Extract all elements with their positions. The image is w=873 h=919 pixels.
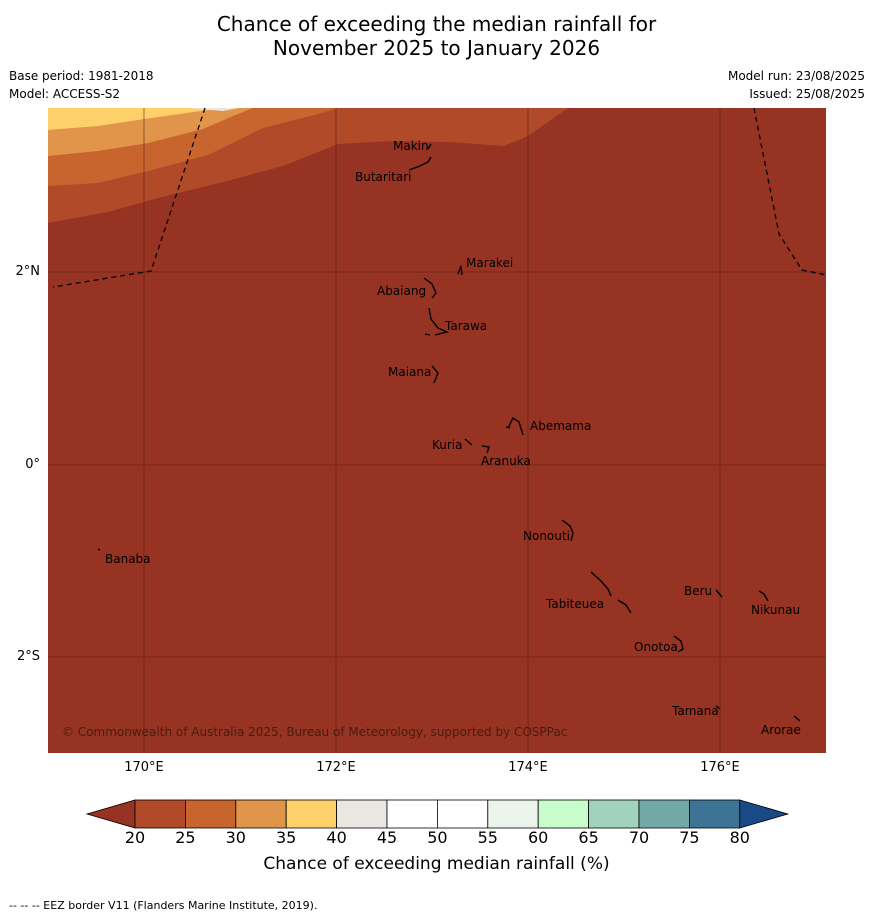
base-period: Base period: 1981-2018	[9, 69, 154, 83]
colorbar-extend-low	[85, 799, 136, 829]
label-butaritari: Butaritari	[355, 170, 412, 184]
island-makin	[427, 143, 432, 150]
label-nonouti: Nonouti	[523, 529, 570, 543]
colorbar-cell	[638, 799, 690, 829]
label-onotoa: Onotoa	[634, 640, 678, 654]
island-kuria	[464, 438, 473, 446]
island-marakei	[457, 265, 463, 276]
island-butaritari	[408, 156, 432, 171]
colorbar-tick-label: 65	[578, 828, 599, 847]
colorbar-cell	[537, 799, 590, 829]
colorbar-tick-label: 25	[175, 828, 196, 847]
band-40-45	[188, 108, 238, 111]
map-panel: Makin Butaritari Marakei Abaiang Tarawa …	[48, 108, 826, 753]
label-aranuka: Aranuka	[481, 454, 531, 468]
island-nonouti	[561, 519, 574, 542]
colorbar-tick-label: 40	[326, 828, 347, 847]
colorbar	[85, 798, 790, 830]
colorbar-cell	[386, 799, 438, 829]
colorbar-tick-label: 55	[477, 828, 498, 847]
place-labels: Makin Butaritari Marakei Abaiang Tarawa …	[105, 139, 801, 737]
map-title: Chance of exceeding the median rainfall …	[0, 12, 873, 60]
colorbar-cell	[689, 799, 741, 829]
copyright-notice: © Commonwealth of Australia 2025, Bureau…	[62, 725, 567, 739]
island-abaiang	[423, 277, 437, 299]
label-marakei: Marakei	[466, 256, 513, 270]
x-tick-170e: 170°E	[124, 760, 164, 775]
island-beru	[715, 589, 723, 598]
colorbar-cell	[336, 799, 388, 829]
title-line-1: Chance of exceeding the median rainfall …	[216, 12, 657, 36]
model-name: Model: ACCESS-S2	[9, 87, 121, 101]
colorbar-cell	[487, 799, 539, 829]
label-kuria: Kuria	[432, 438, 463, 452]
label-makin: Makin	[393, 139, 429, 153]
y-tick-2s: 2°S	[16, 649, 40, 664]
islands	[97, 143, 801, 722]
colorbar-tick-label: 45	[376, 828, 398, 847]
colorbar-cell	[235, 799, 287, 829]
colorbar-tick-label: 30	[225, 828, 246, 847]
label-beru: Beru	[684, 584, 712, 598]
island-aranuka	[481, 445, 490, 454]
label-arorae: Arorae	[761, 723, 801, 737]
island-banaba	[97, 548, 101, 551]
colorbar-tick-label: 35	[276, 828, 297, 847]
label-nikunau: Nikunau	[751, 603, 800, 617]
model-run: Model run: 23/08/2025	[727, 69, 865, 83]
title-line-2: November 2025 to January 2026	[272, 36, 601, 60]
label-banaba: Banaba	[105, 552, 151, 566]
x-tick-176e: 176°E	[700, 760, 740, 775]
eez-border	[52, 108, 826, 288]
meta-right: Model run: 23/08/2025 Issued: 25/08/2025	[728, 67, 865, 103]
eez-footnote: -- -- -- EEZ border V11 (Flanders Marine…	[9, 899, 318, 912]
colorbar-extend-high	[739, 799, 790, 829]
island-tarawa	[424, 307, 450, 336]
issued-date: Issued: 25/08/2025	[749, 87, 865, 101]
colorbar-svg	[85, 799, 790, 829]
island-maiana	[431, 365, 439, 384]
label-tamana: Tamana	[671, 704, 719, 718]
colorbar-tick-label: 70	[628, 828, 650, 847]
label-abemama: Abemama	[530, 419, 591, 433]
x-tick-172e: 172°E	[316, 760, 356, 775]
island-nikunau	[758, 590, 769, 602]
band-35-40	[48, 108, 223, 130]
y-tick-2n: 2°N	[15, 264, 41, 279]
colorbar-cell	[436, 799, 489, 829]
graticule	[48, 108, 826, 753]
colorbar-cell	[588, 799, 640, 829]
label-tarawa: Tarawa	[444, 319, 487, 333]
colorbar-tick-label: 80	[729, 828, 750, 847]
colorbar-cell	[285, 799, 337, 829]
colorbar-tick-label: 75	[679, 828, 700, 847]
y-tick-0: 0°	[25, 457, 40, 472]
label-maiana: Maiana	[388, 365, 431, 379]
label-tabiteuea: Tabiteuea	[545, 597, 604, 611]
island-onotoa	[673, 635, 684, 653]
band-below-20	[48, 108, 826, 753]
meta-left: Base period: 1981-2018 Model: ACCESS-S2	[9, 67, 154, 103]
map-svg: Makin Butaritari Marakei Abaiang Tarawa …	[48, 108, 826, 753]
colorbar-cell	[134, 799, 186, 829]
colorbar-tick-label: 50	[427, 828, 448, 847]
colorbar-cell	[185, 799, 237, 829]
x-tick-174e: 174°E	[508, 760, 548, 775]
island-tamana	[715, 705, 721, 710]
island-abemama	[505, 416, 524, 436]
island-tabiteuea	[590, 571, 632, 614]
island-arorae	[793, 715, 801, 722]
colorbar-tick-label: 60	[528, 828, 549, 847]
colorbar-label: Chance of exceeding median rainfall (%)	[263, 854, 610, 874]
colorbar-tick-label: 20	[124, 828, 146, 847]
label-abaiang: Abaiang	[377, 284, 426, 298]
